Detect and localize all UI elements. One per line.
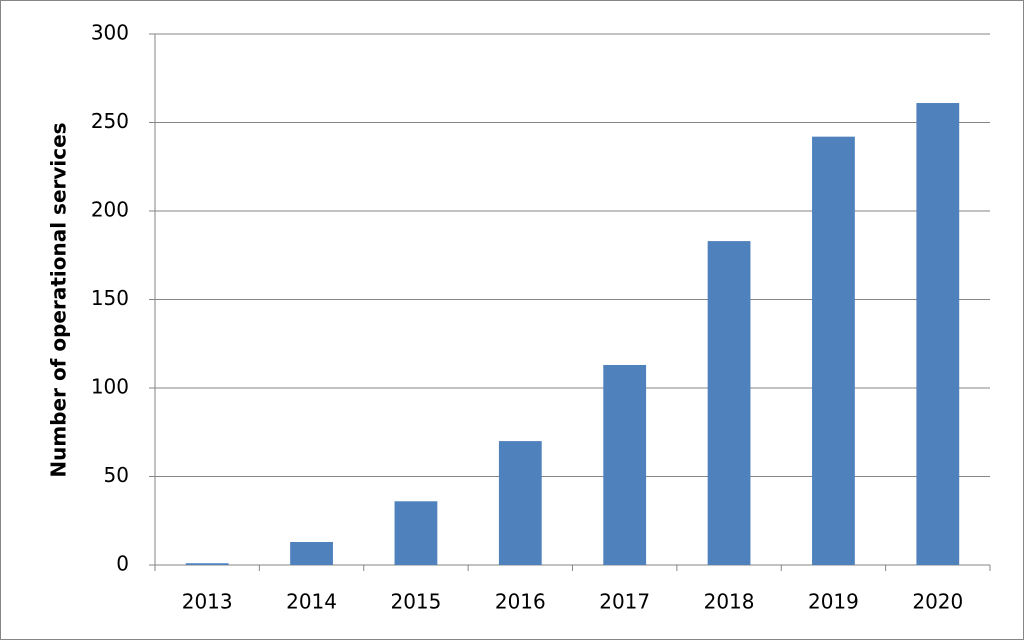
- bar: [812, 136, 855, 565]
- x-tick-label: 2014: [286, 590, 337, 614]
- bar: [394, 501, 438, 565]
- bar: [603, 364, 647, 565]
- y-tick-label: 250: [91, 109, 129, 133]
- x-tick-label: 2013: [182, 590, 233, 614]
- bar: [916, 103, 960, 565]
- y-axis-label: Number of operational services: [47, 122, 71, 477]
- y-tick-label: 100: [91, 375, 129, 399]
- y-tick-label: 300: [91, 21, 129, 45]
- bar: [498, 441, 542, 565]
- y-tick-label: 50: [104, 463, 129, 487]
- x-tick-label: 2020: [912, 590, 963, 614]
- x-tick-label: 2018: [704, 590, 755, 614]
- y-tick-label: 0: [116, 552, 129, 576]
- x-tick-label: 2017: [599, 590, 650, 614]
- bar: [707, 241, 751, 565]
- y-tick-label: 200: [91, 198, 129, 222]
- x-tick-label: 2019: [808, 590, 859, 614]
- x-tick-label: 2015: [390, 590, 441, 614]
- bar: [185, 563, 229, 565]
- x-tick-label: 2016: [495, 590, 546, 614]
- y-tick-label: 150: [91, 286, 129, 310]
- bar: [290, 541, 333, 565]
